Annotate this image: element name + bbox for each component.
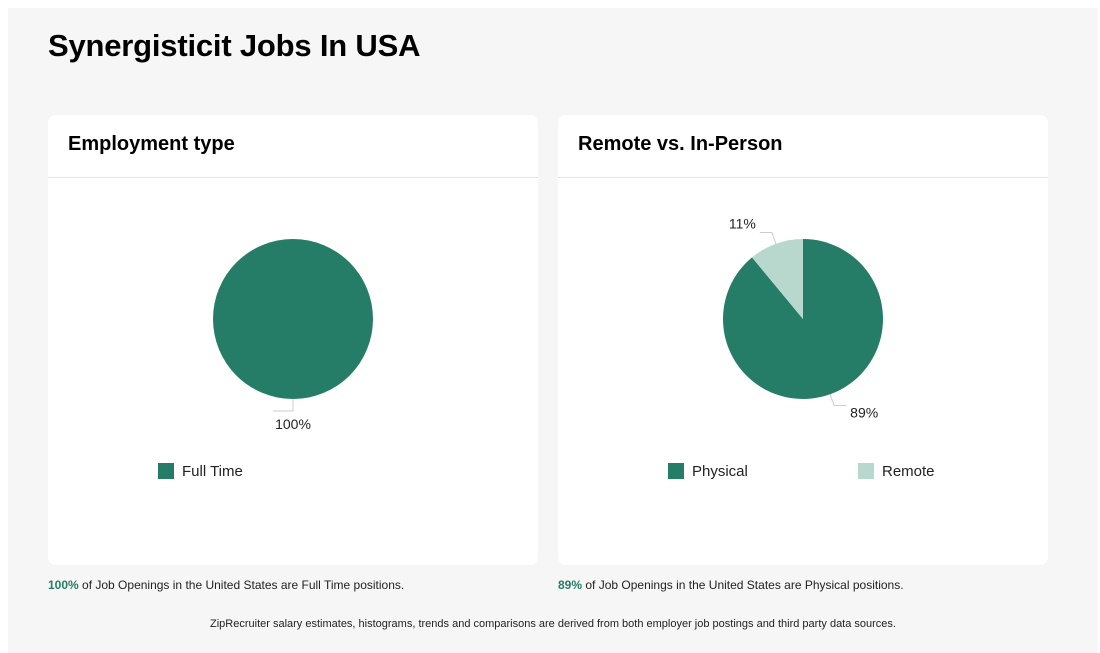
page-title: Synergisticit Jobs In USA [48, 28, 421, 63]
remote-caption-text: of Job Openings in the United States are… [582, 578, 904, 592]
pie-percent-label-full-time: 100% [275, 416, 311, 432]
page-panel: Synergisticit Jobs In USA Employment typ… [8, 8, 1098, 653]
pie-slice-remote [752, 239, 803, 319]
remote-vs-in-person-title: Remote vs. In-Person [578, 133, 783, 155]
legend-label-physical: Physical [692, 463, 748, 480]
employment-type-card-header: Employment type [48, 115, 538, 178]
pie-leader-line-remote [759, 231, 777, 244]
employment-type-pie-chart: 100% Full Time [158, 239, 373, 480]
legend-swatch-physical [668, 463, 684, 479]
remote-caption: 89% of Job Openings in the United States… [558, 578, 904, 592]
remote-vs-in-person-card-header: Remote vs. In-Person [558, 115, 1048, 178]
employment-type-caption-highlight: 100% [48, 578, 79, 592]
pie-percent-label-physical: 89% [850, 405, 878, 421]
pie-percent-label-remote: 11% [729, 215, 756, 231]
employment-type-caption-text: of Job Openings in the United States are… [78, 578, 405, 592]
legend-swatch-remote [858, 463, 874, 479]
remote-caption-highlight: 89% [558, 578, 583, 592]
employment-type-card: Employment type 100% Full Time [48, 115, 538, 565]
legend-label-full-time: Full Time [182, 463, 243, 480]
legend-label-remote: Remote [882, 463, 935, 480]
employment-type-title: Employment type [68, 133, 235, 155]
remote-vs-in-person-pie-chart: 89% Physical 11% Remote [668, 215, 935, 480]
pie-leader-line-full-time [273, 399, 294, 412]
employment-type-caption: 100% of Job Openings in the United State… [48, 578, 404, 592]
pie-slice-full-time [213, 239, 373, 399]
remote-vs-in-person-card: Remote vs. In-Person 89% Physical 11% Remot… [558, 115, 1048, 565]
footer-disclaimer: ZipRecruiter salary estimates, histogram… [210, 618, 896, 630]
pie-leader-line-physical [829, 394, 847, 407]
legend-swatch-full-time [158, 463, 174, 479]
